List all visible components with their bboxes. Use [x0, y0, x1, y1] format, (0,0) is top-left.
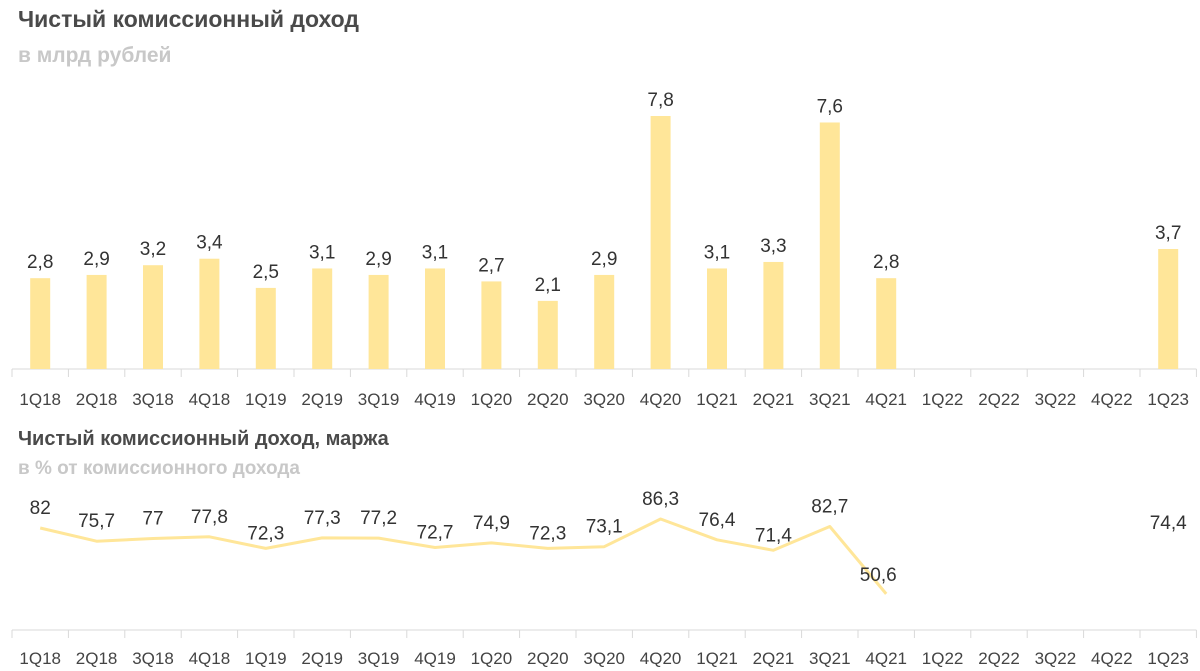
bar-4q18	[199, 258, 220, 369]
line-x-tick-label: 2Q19	[301, 649, 343, 668]
line-x-tick-label: 1Q18	[19, 649, 61, 668]
bar-x-tick-label: 4Q19	[414, 390, 456, 409]
bar-value-label: 2,8	[27, 252, 53, 273]
line-x-tick-label: 4Q21	[865, 649, 907, 668]
line-value-label: 71,4	[755, 525, 792, 546]
line-value-label: 76,4	[699, 510, 736, 531]
bar-value-label: 2,1	[535, 275, 561, 296]
line-value-label: 77,2	[360, 508, 397, 529]
bar-3q18	[143, 265, 163, 369]
line-value-label: 73,1	[586, 517, 623, 538]
line-x-tick-label: 3Q22	[1035, 649, 1077, 668]
bar-x-tick-label: 3Q19	[358, 390, 400, 409]
line-x-tick-label: 1Q22	[922, 649, 964, 668]
line-value-label: 77,3	[304, 508, 341, 529]
line-value-label: 74,4	[1150, 513, 1187, 534]
bar-1q19	[255, 287, 276, 369]
bar-x-tick-label: 1Q21	[696, 390, 738, 409]
line-value-label: 82	[30, 498, 51, 519]
bar-value-label: 3,2	[140, 239, 166, 260]
line-value-label: 82,7	[811, 497, 848, 518]
bar-chart-subtitle: в млрд рублей	[18, 44, 172, 67]
bar-value-label: 2,9	[365, 249, 391, 270]
bar-x-tick-label: 2Q19	[301, 390, 343, 409]
line-value-label: 72,3	[529, 523, 566, 544]
line-value-label: 86,3	[642, 489, 679, 510]
bar-4q20	[650, 116, 671, 369]
bar-2q18	[86, 274, 107, 369]
bar-1q18	[30, 278, 51, 369]
bar-1q21	[707, 268, 727, 369]
bar-value-label: 3,7	[1155, 223, 1181, 244]
line-value-label: 77,8	[191, 507, 228, 528]
bar-x-tick-label: 1Q19	[245, 390, 287, 409]
line-chart-title: Чистый комиссионный доход, маржа	[18, 428, 389, 450]
line-value-label: 74,9	[473, 513, 510, 534]
bar-x-tick-label: 2Q21	[753, 390, 795, 409]
line-x-tick-label: 4Q22	[1091, 649, 1133, 668]
bar-4q21	[876, 278, 897, 369]
bar-value-label: 7,8	[647, 90, 673, 111]
bar-value-label: 2,8	[873, 252, 899, 273]
line-x-tick-label: 1Q23	[1147, 649, 1189, 668]
bar-value-label: 3,1	[309, 242, 335, 263]
bar-x-tick-label: 3Q20	[583, 390, 625, 409]
bar-value-label: 3,1	[704, 242, 730, 263]
bar-x-tick-label: 1Q20	[471, 390, 513, 409]
bar-x-tick-label: 3Q21	[809, 390, 851, 409]
bar-1q20	[481, 281, 502, 369]
line-value-label: 50,6	[860, 565, 897, 586]
line-x-tick-label: 1Q21	[696, 649, 738, 668]
bar-value-label: 3,3	[760, 236, 786, 257]
bar-3q20	[594, 274, 615, 369]
bar-4q19	[425, 268, 445, 369]
line-chart-subtitle: в % от комиссионного дохода	[18, 458, 300, 479]
bar-x-tick-label: 4Q21	[865, 390, 907, 409]
line-value-label: 77	[142, 509, 163, 530]
line-x-tick-label: 4Q19	[414, 649, 456, 668]
bar-x-tick-label: 2Q18	[76, 390, 118, 409]
line-x-tick-label: 3Q21	[809, 649, 851, 668]
bar-value-label: 2,9	[83, 249, 109, 270]
line-x-tick-label: 4Q18	[189, 649, 231, 668]
bar-value-label: 3,1	[422, 242, 448, 263]
bar-x-tick-label: 4Q22	[1091, 390, 1133, 409]
bar-x-tick-label: 4Q20	[640, 390, 682, 409]
bar-x-tick-label: 1Q23	[1147, 390, 1189, 409]
bar-x-tick-label: 1Q18	[19, 390, 61, 409]
bar-2q20	[537, 300, 558, 369]
bar-x-tick-label: 3Q18	[132, 390, 174, 409]
bar-value-label: 7,6	[817, 96, 843, 117]
bar-x-tick-label: 1Q22	[922, 390, 964, 409]
bar-value-label: 2,7	[478, 255, 504, 276]
bar-1q23	[1158, 248, 1179, 369]
bar-2q21	[763, 261, 784, 369]
bar-3q19	[368, 274, 389, 369]
line-x-tick-label: 1Q20	[471, 649, 513, 668]
line-x-tick-label: 2Q18	[76, 649, 118, 668]
bar-value-label: 3,4	[196, 233, 223, 254]
line-x-tick-label: 3Q19	[358, 649, 400, 668]
line-value-label: 72,7	[417, 523, 454, 544]
bar-x-tick-label: 4Q18	[189, 390, 231, 409]
line-value-label: 75,7	[78, 511, 115, 532]
bar-x-tick-label: 3Q22	[1035, 390, 1077, 409]
line-x-tick-label: 2Q22	[978, 649, 1020, 668]
line-x-tick-label: 3Q20	[583, 649, 625, 668]
bar-3q21	[819, 122, 840, 369]
bar-value-label: 2,9	[591, 249, 617, 270]
line-x-tick-label: 2Q21	[753, 649, 795, 668]
line-value-label: 72,3	[247, 523, 284, 544]
bar-2q19	[312, 268, 333, 369]
line-x-tick-label: 1Q19	[245, 649, 287, 668]
bar-value-label: 2,5	[253, 262, 279, 283]
line-x-tick-label: 2Q20	[527, 649, 569, 668]
bar-x-tick-label: 2Q20	[527, 390, 569, 409]
line-x-tick-label: 4Q20	[640, 649, 682, 668]
bar-x-tick-label: 2Q22	[978, 390, 1020, 409]
bar-chart-title: Чистый комиссионный доход	[18, 6, 360, 32]
margin-series-line	[39, 517, 888, 595]
line-x-tick-label: 3Q18	[132, 649, 174, 668]
